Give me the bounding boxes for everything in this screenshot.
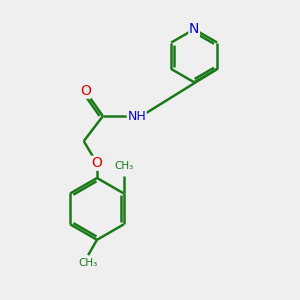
Text: NH: NH (128, 110, 146, 123)
Text: O: O (80, 84, 91, 98)
Text: CH₃: CH₃ (79, 258, 98, 268)
Text: N: N (189, 22, 200, 36)
Text: CH₃: CH₃ (114, 161, 134, 171)
Text: O: O (92, 156, 102, 170)
